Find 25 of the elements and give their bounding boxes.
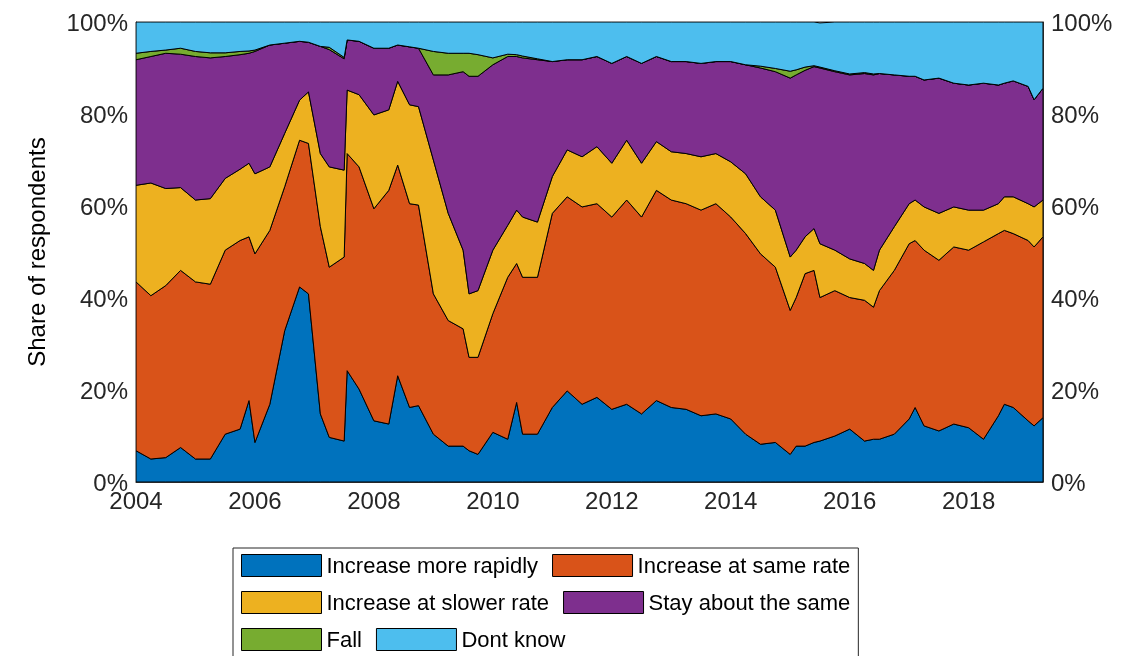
y-tick-label: 100%	[66, 8, 128, 36]
x-tick-label: 2008	[347, 486, 401, 514]
x-tick-label: 2014	[704, 486, 758, 514]
y2-tick-label: 40%	[1051, 284, 1100, 312]
y2-tick-label: 80%	[1051, 100, 1100, 128]
y-tick-label: 20%	[79, 376, 128, 404]
legend-label: Dont know	[461, 627, 566, 652]
y2-tick-label: 60%	[1051, 192, 1100, 220]
legend-label: Increase at slower rate	[326, 590, 550, 615]
y2-tick-label: 0%	[1051, 468, 1086, 496]
x-tick-label: 2012	[585, 486, 639, 514]
x-tick-label: 2010	[466, 486, 520, 514]
y-tick-label: 60%	[79, 192, 128, 220]
y2-tick-label: 100%	[1051, 8, 1113, 36]
y-tick-label: 80%	[79, 100, 128, 128]
x-tick-label: 2018	[941, 486, 996, 514]
y2-tick-label: 20%	[1051, 376, 1100, 404]
y-tick-label: 40%	[79, 284, 128, 312]
legend-label: Fall	[326, 627, 362, 652]
legend-label: Stay about the same	[648, 590, 851, 615]
y-axis-title: Share of respondents	[22, 137, 50, 367]
legend-label: Increase at same rate	[637, 553, 851, 578]
x-tick-label: 2006	[228, 486, 282, 514]
x-tick-label: 2016	[823, 486, 877, 514]
legend-label: Increase more rapidly	[326, 553, 539, 578]
